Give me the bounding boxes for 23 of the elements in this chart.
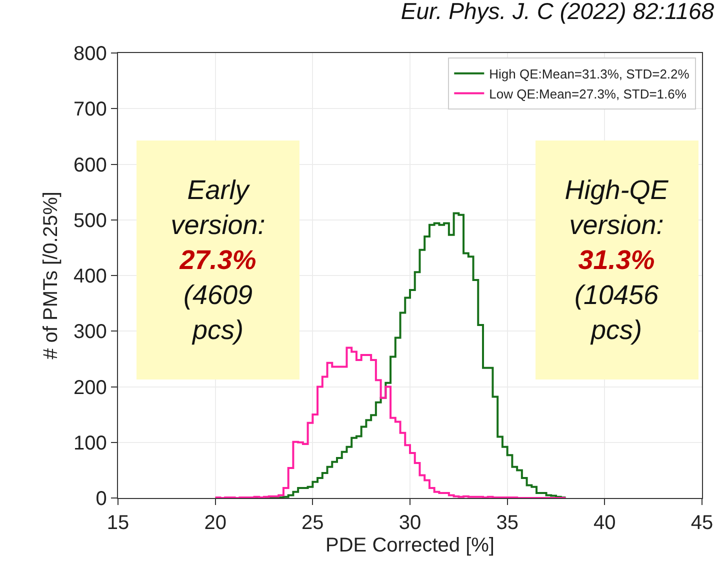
annotation: Early version: 27.3% (4609 pcs) (170, 174, 266, 346)
x-tick-label: 20 (204, 512, 226, 534)
annotation: High-QE version: 31.3% (10456 pcs) (564, 174, 670, 346)
x-tick-label: 45 (690, 512, 714, 534)
y-tick-label: 300 (74, 321, 107, 344)
y-tick-label: 800 (74, 43, 107, 65)
x-tick-label: 35 (496, 512, 518, 534)
legend-label: Low QE:Mean=27.3%, STD=1.6% (489, 86, 687, 102)
legend-label: High QE:Mean=31.3%, STD=2.2% (489, 66, 690, 82)
x-tick-label: 15 (106, 512, 130, 534)
x-tick-label: 30 (398, 512, 422, 534)
x-tick-label: 25 (302, 512, 324, 534)
y-tick-label: 400 (74, 266, 107, 288)
y-tick-label: 0 (96, 488, 107, 510)
y-tick-label: 600 (74, 154, 107, 176)
y-tick-label: 700 (74, 98, 107, 121)
chart-title: Eur. Phys. J. C (2022) 82:1168 (400, 0, 714, 24)
y-tick-label: 100 (74, 432, 107, 454)
x-tick-label: 40 (594, 512, 616, 534)
y-axis-title: # of PMTs [/0.25%] (40, 192, 62, 360)
y-tick-label: 200 (74, 376, 107, 399)
x-axis-title: PDE Corrected [%] (326, 534, 494, 557)
y-tick-label: 500 (74, 210, 107, 232)
